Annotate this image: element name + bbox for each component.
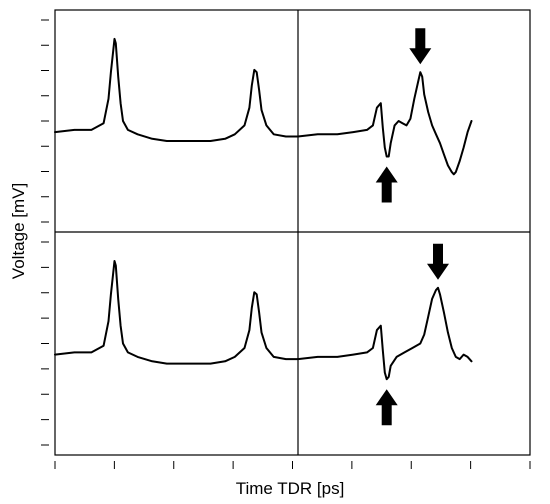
trace-bottom-left-0	[54, 260, 299, 365]
x-axis-label: Time TDR [ps]	[236, 479, 345, 498]
arrow-up-top-right-0	[375, 166, 398, 203]
trace-bottom-right-0	[297, 286, 473, 381]
arrow-down-top-right-1	[409, 28, 432, 65]
trace-top-left-0	[54, 37, 299, 142]
panel-top-right	[297, 28, 473, 203]
panel-top-left	[54, 37, 299, 142]
arrow-down-bottom-right-1	[427, 243, 449, 280]
trace-top-right-0	[297, 71, 473, 176]
arrow-up-bottom-right-0	[375, 389, 398, 426]
panel-bottom-left	[54, 260, 299, 365]
y-axis-label: Voltage [mV]	[9, 183, 28, 279]
panel-bottom-right	[297, 243, 473, 426]
chart-axes	[41, 9, 531, 469]
panel-grid	[54, 28, 473, 426]
